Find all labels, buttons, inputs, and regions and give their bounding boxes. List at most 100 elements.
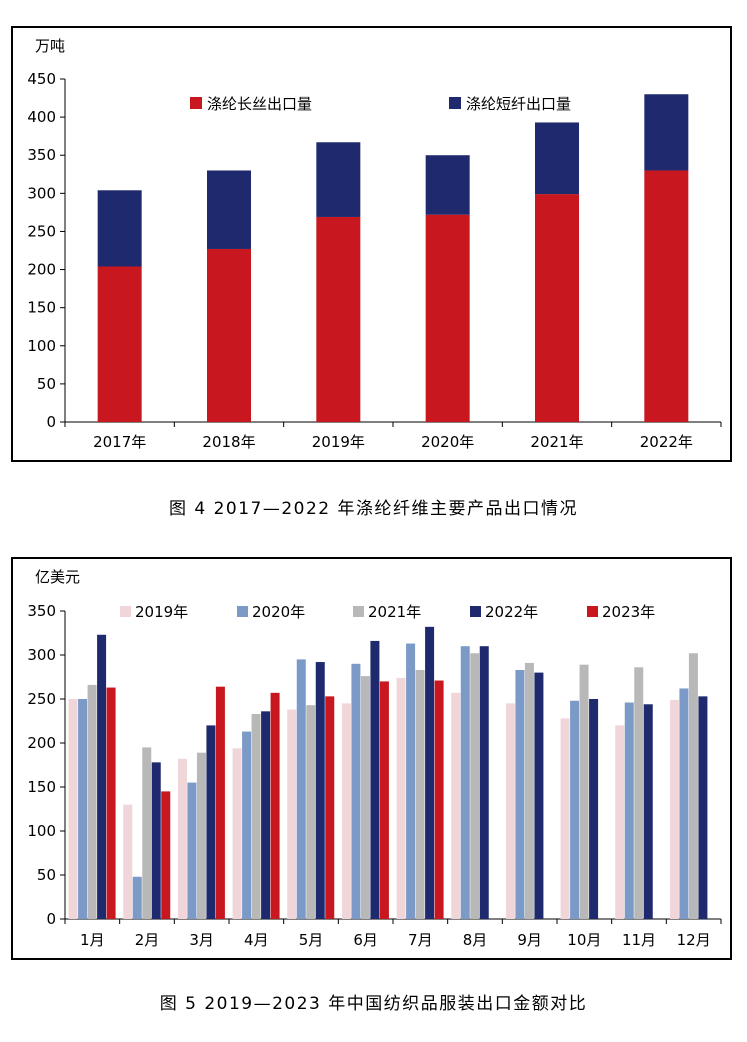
bar-2019年-11月 bbox=[615, 725, 625, 919]
bar-2021年-6月 bbox=[360, 676, 370, 919]
bar-2021年-7月 bbox=[415, 669, 425, 919]
bar-filament-2022年 bbox=[644, 170, 689, 422]
bar-2019年-8月 bbox=[451, 692, 461, 919]
y-tick-label: 300 bbox=[27, 646, 56, 664]
bar-2022年-12月 bbox=[698, 696, 708, 919]
y-tick-label: 300 bbox=[27, 184, 56, 202]
bar-2021年-9月 bbox=[524, 662, 534, 919]
legend-swatch bbox=[587, 606, 598, 617]
bar-2021年-1月 bbox=[87, 684, 97, 919]
bar-staple-2022年 bbox=[644, 94, 689, 171]
x-tick-label: 2019年 bbox=[312, 433, 365, 451]
bar-2022年-5月 bbox=[315, 662, 325, 919]
y-tick-label: 50 bbox=[37, 375, 56, 393]
legend-label: 2019年 bbox=[135, 603, 188, 621]
y-tick-label: 250 bbox=[27, 222, 56, 240]
bar-2021年-4月 bbox=[251, 713, 261, 919]
bar-2020年-8月 bbox=[460, 646, 470, 919]
stacked-bar-chart: 万吨 0 50 100 150 200 250 300 350 400 450 2017年 2018年 2… bbox=[27, 37, 722, 451]
bar-2019年-4月 bbox=[232, 748, 242, 919]
figure-caption-5: 图 5 2019—2023 年中国纺织品服装出口金额对比 bbox=[159, 994, 588, 1014]
x-tick-label: 2017年 bbox=[93, 433, 146, 451]
bar-filament-2018年 bbox=[207, 248, 251, 422]
legend-swatch bbox=[353, 606, 364, 617]
bar-2020年-5月 bbox=[296, 659, 306, 919]
bar-2023年-3月 bbox=[215, 686, 225, 919]
legend-swatch bbox=[190, 97, 202, 109]
y-tick-label: 200 bbox=[27, 261, 56, 279]
y-tick-label: 450 bbox=[27, 70, 56, 88]
bar-2023年-7月 bbox=[434, 680, 444, 919]
x-tick-label: 11月 bbox=[622, 931, 656, 949]
x-tick-label: 3月 bbox=[189, 931, 214, 949]
bar-2020年-11月 bbox=[624, 702, 634, 919]
x-tick-label: 12月 bbox=[677, 931, 711, 949]
y-tick-label: 100 bbox=[27, 337, 56, 355]
bar-2022年-8月 bbox=[479, 646, 489, 919]
bar-filament-2019年 bbox=[316, 216, 361, 422]
figure-caption-4: 图 4 2017—2022 年涤纶纤维主要产品出口情况 bbox=[168, 499, 579, 519]
bar-2020年-10月 bbox=[570, 700, 580, 919]
legend-swatch bbox=[120, 606, 131, 617]
bar-staple-2019年 bbox=[316, 142, 361, 217]
y-tick-label: 0 bbox=[46, 910, 56, 928]
bar-2021年-12月 bbox=[688, 653, 698, 919]
grouped-bar-chart: 亿美元 0 50 100 150 200 250 300 350 1月 2月 3月 4月 5月 6月 7月 8月… bbox=[27, 568, 722, 949]
bar-2022年-6月 bbox=[370, 640, 380, 919]
x-tick-label: 2021年 bbox=[530, 433, 583, 451]
bar-2022年-4月 bbox=[261, 711, 271, 919]
bar-2021年-8月 bbox=[470, 653, 480, 919]
chart-panel-export-value: 亿美元 0 50 100 150 200 250 300 350 1月 2月 3月 4月 5月 6月 7月 8月… bbox=[11, 557, 732, 960]
bar-2022年-9月 bbox=[534, 672, 544, 919]
y-axis-unit: 万吨 bbox=[35, 37, 65, 55]
y-tick-label: 150 bbox=[27, 299, 56, 317]
y-tick-label: 200 bbox=[27, 734, 56, 752]
bar-2022年-7月 bbox=[425, 626, 435, 919]
bar-2020年-2月 bbox=[132, 876, 142, 919]
bar-2020年-1月 bbox=[78, 699, 88, 919]
legend-label: 2021年 bbox=[368, 603, 421, 621]
y-tick-label: 400 bbox=[27, 108, 56, 126]
bar-2019年-12月 bbox=[669, 699, 679, 919]
bar-staple-2017年 bbox=[97, 190, 142, 267]
bar-2019年-1月 bbox=[68, 699, 78, 919]
bar-2022年-3月 bbox=[206, 725, 216, 919]
chart-panel-export-volume: 万吨 0 50 100 150 200 250 300 350 400 450 2017年 2018年 2… bbox=[11, 26, 732, 462]
bar-2020年-4月 bbox=[242, 731, 252, 919]
bar-2021年-2月 bbox=[142, 747, 152, 919]
bar-2020年-7月 bbox=[406, 643, 416, 919]
y-tick-label: 100 bbox=[27, 822, 56, 840]
bar-2021年-11月 bbox=[634, 667, 644, 919]
bar-2022年-1月 bbox=[97, 634, 107, 919]
bar-2021年-3月 bbox=[196, 752, 206, 919]
legend-swatch bbox=[237, 606, 248, 617]
y-tick-label: 150 bbox=[27, 778, 56, 796]
bar-2022年-11月 bbox=[643, 704, 653, 919]
bar-2021年-5月 bbox=[306, 705, 316, 919]
bar-filament-2017年 bbox=[97, 266, 142, 422]
bar-2019年-2月 bbox=[123, 804, 133, 919]
bar-staple-2018年 bbox=[207, 170, 251, 249]
bar-2020年-3月 bbox=[187, 782, 197, 919]
x-tick-label: 10月 bbox=[567, 931, 601, 949]
x-tick-label: 9月 bbox=[517, 931, 542, 949]
bar-2020年-9月 bbox=[515, 669, 525, 919]
legend-swatch bbox=[470, 606, 481, 617]
y-tick-label: 350 bbox=[27, 602, 56, 620]
bar-staple-2021年 bbox=[535, 122, 579, 195]
x-tick-label: 8月 bbox=[463, 931, 488, 949]
bar-2023年-2月 bbox=[161, 791, 171, 919]
y-tick-label: 350 bbox=[27, 146, 56, 164]
x-tick-label: 7月 bbox=[408, 931, 433, 949]
bar-2022年-2月 bbox=[151, 762, 161, 919]
bar-2019年-10月 bbox=[560, 718, 570, 919]
bar-2023年-6月 bbox=[379, 681, 389, 919]
x-tick-label: 4月 bbox=[244, 931, 269, 949]
x-tick-label: 6月 bbox=[353, 931, 378, 949]
x-tick-label: 2月 bbox=[135, 931, 160, 949]
bar-2019年-6月 bbox=[341, 703, 351, 919]
y-axis-unit: 亿美元 bbox=[35, 568, 80, 586]
legend-label: 涤纶短纤出口量 bbox=[466, 95, 571, 113]
bar-2023年-4月 bbox=[270, 692, 280, 919]
bar-2019年-3月 bbox=[177, 758, 187, 919]
